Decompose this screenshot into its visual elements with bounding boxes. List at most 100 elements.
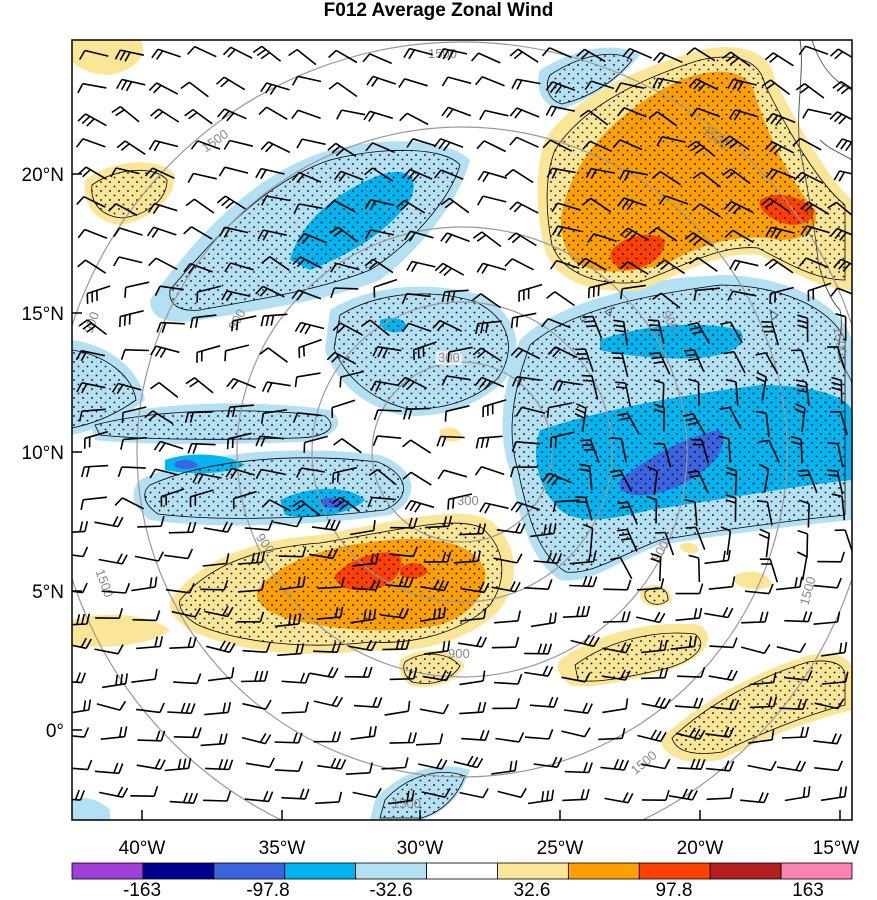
wind-barb [687, 470, 709, 494]
wind-barb [130, 785, 159, 797]
wind-barb [372, 346, 402, 359]
wind-barb [511, 441, 541, 452]
wind-barb [330, 262, 360, 273]
wind-barb [457, 636, 488, 648]
wind-barb [296, 138, 326, 149]
wind-barb [433, 169, 464, 180]
wind-barb [509, 201, 539, 214]
wind-barb [827, 346, 846, 371]
wind-barb [792, 137, 822, 151]
wind-barb [778, 698, 808, 710]
wind-barb [72, 582, 88, 594]
wind-barb [797, 469, 818, 493]
wind-barb [422, 669, 452, 682]
wind-barb [292, 256, 322, 269]
wind-barb [509, 136, 539, 148]
wind-barb [185, 377, 214, 394]
wind-barb [619, 284, 647, 300]
wind-barb [640, 667, 669, 680]
wind-barb [226, 404, 254, 418]
wind-barb [802, 108, 832, 119]
wind-barb [332, 466, 358, 484]
wind-barb [835, 313, 847, 341]
wind-barb [245, 757, 276, 768]
wind-barb [691, 438, 710, 464]
wind-barb [722, 168, 751, 185]
wind-barb [137, 515, 165, 528]
wind-barb [459, 701, 487, 715]
wind-barb [563, 702, 593, 714]
wind-barb [259, 347, 288, 363]
wind-barb [274, 761, 304, 772]
wind-barb [147, 202, 178, 215]
wind-barb [75, 349, 106, 362]
wind-barb [793, 171, 824, 185]
wind-barb [740, 643, 771, 655]
wind-barb [541, 47, 572, 59]
wind-barb [373, 409, 402, 421]
wind-barb [655, 259, 685, 275]
wind-barb [820, 786, 848, 802]
wind-barb [587, 281, 613, 299]
wind-barb [458, 523, 487, 536]
wind-barb [77, 228, 108, 240]
wind-barb [132, 610, 161, 622]
wind-barb [652, 292, 681, 309]
wind-barb [653, 379, 665, 408]
wind-barb [432, 319, 462, 332]
wind-barb [78, 319, 107, 336]
wind-barb [96, 700, 127, 711]
wind-barb [472, 347, 502, 362]
wind-barb [740, 792, 769, 804]
wind-barb [114, 497, 145, 510]
lon-label-40w: 40°W [119, 838, 166, 859]
coastline [580, 40, 852, 386]
wind-barb [148, 82, 179, 95]
wind-barb [504, 258, 534, 271]
wind-barb [420, 579, 450, 592]
wind-barb [185, 198, 215, 214]
wind-barb [203, 790, 232, 802]
wind-barb [579, 463, 593, 491]
wind-barb [492, 698, 520, 710]
wind-barb [622, 47, 652, 60]
wind-barb [327, 142, 357, 157]
colorbar-swatch [709, 862, 782, 880]
wind-barb [684, 499, 698, 527]
wind-barb [72, 699, 92, 714]
wind-barb [255, 285, 285, 298]
wind-barb [315, 791, 343, 805]
wind-barb [584, 80, 615, 91]
longitude-axis [141, 810, 841, 820]
wind-barb [474, 376, 505, 391]
wind-barb [154, 285, 184, 297]
lon-label-15w: 15°W [813, 838, 860, 859]
wind-barb [675, 583, 704, 595]
colorbar-swatch [497, 862, 569, 880]
wind-barb [190, 140, 221, 150]
wind-barb [80, 496, 108, 511]
colorbar-swatch [142, 862, 215, 880]
ring-label-1500-south: 1500 [392, 796, 421, 811]
wind-barb [749, 672, 777, 686]
wind-barb [244, 790, 274, 803]
wind-barb [399, 112, 429, 126]
wind-barb [134, 551, 165, 562]
wind-barb [482, 399, 507, 418]
wind-barb [150, 108, 180, 123]
wind-barb [524, 643, 553, 655]
colorbar [71, 862, 853, 880]
wind-barb [835, 138, 852, 152]
wind-barb [687, 140, 716, 158]
wind-barb [153, 440, 184, 453]
wind-barb [362, 53, 393, 65]
wind-barb [616, 528, 638, 552]
wind-barb [255, 468, 285, 480]
wind-barb [389, 517, 418, 529]
wind-barb [72, 521, 89, 534]
wind-barb [692, 171, 722, 188]
wind-barb [205, 758, 234, 771]
wind-barb [413, 341, 437, 361]
wind-barb [727, 290, 757, 301]
wind-barb [579, 109, 609, 126]
